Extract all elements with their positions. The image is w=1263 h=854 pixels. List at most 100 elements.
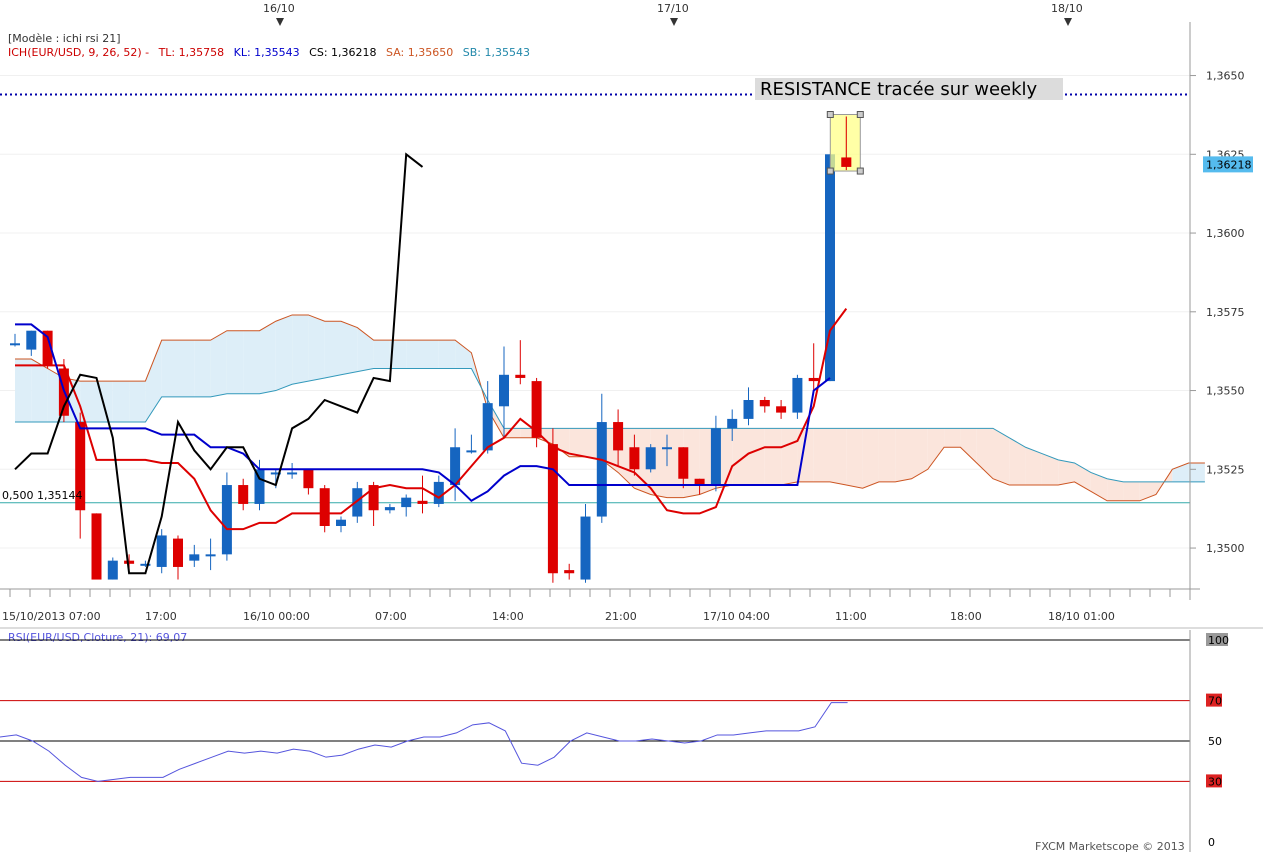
time-axis: 15/10/2013 07:00 17:00 16/10 00:00 07:00 14:… [2, 589, 1191, 623]
cloud-segment [324, 321, 341, 378]
cloud-segment [210, 330, 227, 397]
candle-body [42, 330, 53, 366]
cloud-segment [960, 428, 977, 463]
candle-body [466, 450, 477, 453]
candle-body [352, 488, 363, 517]
candle-body [107, 560, 118, 580]
rsi-tick-label: 0 [1208, 836, 1215, 849]
highlight-handle [826, 111, 834, 118]
y-tick-label: 1,3525 [1206, 463, 1245, 476]
candle-body [841, 157, 852, 167]
cloud-segment [1188, 463, 1205, 482]
candle-body [336, 519, 346, 526]
cloud-segment [911, 428, 928, 479]
candle-body [221, 485, 232, 555]
cloud-segment [927, 428, 945, 470]
cloud-segment [846, 428, 863, 489]
x-tick-label: 15/10/2013 07:00 [2, 610, 101, 623]
rsi-axis: 0 30 50 70 100 [1206, 633, 1229, 849]
cloud-segment [878, 428, 896, 482]
cloud-segment [373, 340, 390, 369]
x-tick-label: 17/10 04:00 [703, 610, 770, 623]
candle-body [596, 422, 607, 517]
cloud-segment [389, 340, 407, 369]
x-tick-label: 17:00 [145, 610, 177, 623]
cloud-segment [1107, 478, 1124, 501]
price-axis: 1,35001,35251,35501,35751,36001,36251,36… [1190, 70, 1245, 555]
y-tick-label: 1,3600 [1206, 227, 1245, 240]
candle-body [645, 447, 656, 470]
cloud-segment [145, 340, 162, 423]
cloud-segment [1041, 453, 1059, 486]
rsi-levels [0, 639, 1190, 782]
candle-body [401, 497, 412, 508]
cloud-segment [1139, 481, 1156, 501]
candle-body [91, 513, 102, 580]
cloud-segment [341, 321, 358, 375]
candle-body [319, 488, 330, 526]
candle-body [270, 472, 281, 475]
candle-body [694, 478, 705, 486]
cloud-segment [308, 314, 325, 382]
cloud-segment [161, 340, 178, 397]
annotation-box[interactable] [755, 78, 1063, 100]
candle-body [792, 377, 803, 413]
candle-body [825, 154, 835, 382]
footer-copyright: FXCM Marketscope © 2013 [1035, 840, 1185, 853]
date-marker-arrow [670, 18, 678, 26]
cloud-segment [764, 428, 782, 486]
cloud-segment [1074, 463, 1091, 492]
candle-body [662, 447, 672, 450]
sb-value: SB: 1,35543 [463, 46, 530, 59]
cloud-segment [275, 314, 293, 391]
date-marker-arrow [1064, 18, 1072, 26]
rsi-tick-label: 50 [1208, 735, 1222, 748]
candle-body [140, 563, 151, 566]
cloud-segment [357, 327, 374, 372]
ichimoku-legend: ICH(EUR/USD, 9, 26, 52) - TL: 1,35758 KL… [8, 46, 530, 59]
candle-body [727, 418, 738, 429]
cloud-segment [15, 359, 32, 423]
cloud-segment [31, 359, 48, 423]
cloud-segment [732, 428, 749, 486]
x-tick-label: 14:00 [492, 610, 524, 623]
x-tick-label: 07:00 [375, 610, 407, 623]
cloud-segment [243, 330, 260, 394]
rsi-tick-label: 70 [1208, 695, 1222, 708]
candle-body [808, 377, 819, 382]
candle-body [710, 428, 721, 486]
last-candle-highlight[interactable] [826, 111, 864, 175]
cloud-segment [406, 340, 423, 369]
cloud-segment [993, 428, 1010, 486]
date-marker-label: 18/10 [1051, 2, 1083, 15]
x-tick-label: 18/10 01:00 [1048, 610, 1115, 623]
cloud-segment [797, 428, 814, 482]
cloud-segment [504, 428, 521, 438]
cloud-segment [259, 321, 276, 394]
candle-body [189, 554, 200, 561]
candle-body [368, 485, 379, 511]
cloud-segment [976, 428, 993, 479]
candle-body [629, 447, 640, 470]
rsi-tick-badge [1206, 693, 1222, 707]
y-tick-label: 1,3550 [1206, 385, 1245, 398]
cloud-segment [292, 314, 309, 385]
fib-label: 0,500 1,35144 [2, 489, 82, 502]
cloud-segment [112, 381, 130, 423]
rsi-tick-badge [1206, 774, 1222, 788]
cloud-segment [178, 340, 195, 397]
cloud-segment [552, 428, 570, 457]
cloud-segment [634, 428, 651, 495]
highlight-handle [826, 167, 834, 175]
cloud-segment [194, 340, 211, 397]
candle-body [205, 554, 216, 557]
price-panel[interactable] [0, 22, 1190, 589]
resistance-annotation[interactable]: RESISTANCE tracée sur weekly [760, 79, 1038, 100]
candle-body [254, 469, 265, 504]
candle-body [156, 535, 167, 567]
candle-body [499, 374, 509, 407]
candle-body [433, 481, 444, 504]
senkou-b-line [15, 368, 1205, 483]
tenkan-line [15, 308, 848, 531]
